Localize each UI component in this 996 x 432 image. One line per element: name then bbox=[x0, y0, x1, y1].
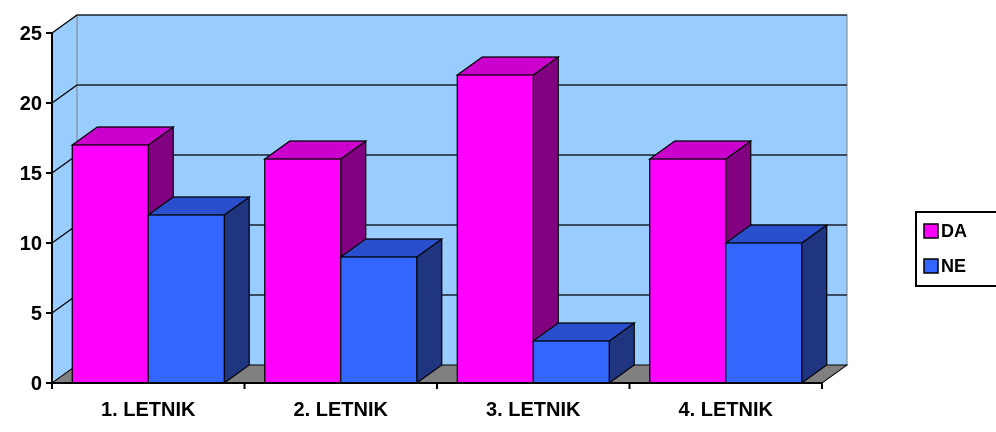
y-tick-label: 0 bbox=[31, 373, 42, 395]
legend: DA NE bbox=[915, 211, 996, 287]
axes bbox=[46, 32, 823, 389]
bar-da-2 bbox=[262, 139, 368, 385]
bar-front bbox=[147, 214, 225, 384]
bar-side bbox=[416, 237, 443, 385]
bar-front bbox=[456, 74, 534, 384]
bar-side bbox=[801, 223, 828, 385]
legend-label-ne: NE bbox=[941, 256, 966, 276]
bar-front bbox=[649, 158, 727, 384]
bar-ne-4 bbox=[723, 223, 829, 385]
x-tick-label: 2. LETNIK bbox=[294, 399, 389, 421]
x-tick-label: 1. LETNIK bbox=[101, 399, 196, 421]
bar-front bbox=[532, 340, 610, 384]
y-tick-label: 20 bbox=[20, 93, 42, 115]
x-tick-labels: 1. LETNIK 2. LETNIK 3. LETNIK 4. LETNIK bbox=[101, 399, 774, 421]
x-tick-label: 3. LETNIK bbox=[486, 399, 581, 421]
legend-label-da: DA bbox=[941, 221, 967, 241]
bar-ne-1 bbox=[146, 195, 252, 385]
x-tick-label: 4. LETNIK bbox=[679, 399, 774, 421]
bar-side bbox=[223, 195, 250, 385]
gridline bbox=[51, 14, 847, 34]
legend-swatch-da bbox=[923, 223, 939, 239]
y-tick-label: 15 bbox=[20, 163, 42, 185]
bar-front bbox=[725, 242, 803, 384]
y-tick-labels: 0 5 10 15 20 25 bbox=[20, 23, 42, 395]
y-tick-label: 25 bbox=[20, 23, 42, 45]
y-tick-label: 10 bbox=[20, 233, 42, 255]
gridline bbox=[51, 84, 847, 104]
bar-front bbox=[340, 256, 418, 384]
bar-front bbox=[71, 144, 149, 384]
bar-front bbox=[264, 158, 342, 384]
bar-ne-3 bbox=[531, 321, 637, 385]
y-tick-label: 5 bbox=[31, 303, 42, 325]
bar-da-3 bbox=[455, 55, 561, 385]
bars bbox=[70, 55, 829, 385]
bar-ne-2 bbox=[338, 237, 444, 385]
legend-swatch-ne bbox=[923, 258, 939, 274]
